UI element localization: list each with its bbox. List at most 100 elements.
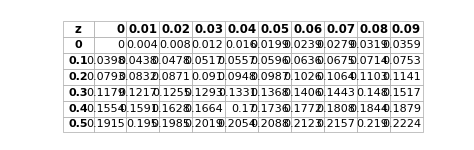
FancyBboxPatch shape <box>324 21 357 37</box>
Text: 0.148: 0.148 <box>356 88 388 98</box>
Text: 0.09: 0.09 <box>392 23 421 36</box>
FancyBboxPatch shape <box>390 117 423 132</box>
FancyBboxPatch shape <box>159 37 192 53</box>
FancyBboxPatch shape <box>192 21 225 37</box>
FancyBboxPatch shape <box>357 69 390 85</box>
Text: 0.0596: 0.0596 <box>251 56 289 66</box>
FancyBboxPatch shape <box>291 85 324 101</box>
Text: 0: 0 <box>117 23 125 36</box>
FancyBboxPatch shape <box>63 37 93 53</box>
FancyBboxPatch shape <box>93 69 127 85</box>
FancyBboxPatch shape <box>225 117 258 132</box>
FancyBboxPatch shape <box>127 85 159 101</box>
FancyBboxPatch shape <box>390 37 423 53</box>
Text: 0.0438: 0.0438 <box>118 56 157 66</box>
FancyBboxPatch shape <box>324 53 357 69</box>
FancyBboxPatch shape <box>192 117 225 132</box>
Text: 0.195: 0.195 <box>126 119 157 129</box>
Text: 0.0517: 0.0517 <box>185 56 223 66</box>
Text: 0.1736: 0.1736 <box>251 104 289 114</box>
FancyBboxPatch shape <box>258 21 291 37</box>
Text: 0.0832: 0.0832 <box>118 72 157 82</box>
FancyBboxPatch shape <box>291 101 324 117</box>
FancyBboxPatch shape <box>63 117 93 132</box>
Text: 0.0319: 0.0319 <box>349 40 388 50</box>
FancyBboxPatch shape <box>258 85 291 101</box>
Text: 0.0636: 0.0636 <box>283 56 322 66</box>
Text: 0.05: 0.05 <box>260 23 289 36</box>
FancyBboxPatch shape <box>324 37 357 53</box>
Text: 0.02: 0.02 <box>162 23 191 36</box>
FancyBboxPatch shape <box>192 101 225 117</box>
FancyBboxPatch shape <box>324 101 357 117</box>
Text: 0.1: 0.1 <box>68 56 88 66</box>
FancyBboxPatch shape <box>127 69 159 85</box>
Text: 0.07: 0.07 <box>326 23 355 36</box>
FancyBboxPatch shape <box>63 21 93 37</box>
Text: 0.2: 0.2 <box>68 72 88 82</box>
Text: 0.1179: 0.1179 <box>86 88 125 98</box>
Text: 0.2157: 0.2157 <box>316 119 355 129</box>
Text: 0.1591: 0.1591 <box>119 104 157 114</box>
Text: 0.1628: 0.1628 <box>152 104 191 114</box>
Text: 0.091: 0.091 <box>191 72 223 82</box>
Text: 0.4: 0.4 <box>68 104 88 114</box>
FancyBboxPatch shape <box>63 69 93 85</box>
Text: 0.1915: 0.1915 <box>86 119 125 129</box>
Text: 0.012: 0.012 <box>191 40 223 50</box>
FancyBboxPatch shape <box>390 69 423 85</box>
FancyBboxPatch shape <box>357 101 390 117</box>
Text: 0.1985: 0.1985 <box>152 119 191 129</box>
FancyBboxPatch shape <box>291 69 324 85</box>
FancyBboxPatch shape <box>324 69 357 85</box>
Text: 0.0199: 0.0199 <box>250 40 289 50</box>
FancyBboxPatch shape <box>93 85 127 101</box>
Text: 0: 0 <box>118 40 125 50</box>
Text: 0.1808: 0.1808 <box>316 104 355 114</box>
Text: 0.0557: 0.0557 <box>218 56 256 66</box>
FancyBboxPatch shape <box>324 117 357 132</box>
Text: 0.1064: 0.1064 <box>317 72 355 82</box>
Text: 0.0987: 0.0987 <box>250 72 289 82</box>
Text: 0.08: 0.08 <box>359 23 388 36</box>
FancyBboxPatch shape <box>159 69 192 85</box>
Text: 0.0398: 0.0398 <box>86 56 125 66</box>
FancyBboxPatch shape <box>93 101 127 117</box>
Text: 0.1517: 0.1517 <box>383 88 421 98</box>
FancyBboxPatch shape <box>390 21 423 37</box>
Text: 0.03: 0.03 <box>194 23 223 36</box>
Text: 0.2224: 0.2224 <box>382 119 421 129</box>
FancyBboxPatch shape <box>225 37 258 53</box>
Text: 0.219: 0.219 <box>356 119 388 129</box>
FancyBboxPatch shape <box>357 53 390 69</box>
Text: 0.008: 0.008 <box>159 40 191 50</box>
Text: 0.1141: 0.1141 <box>383 72 421 82</box>
FancyBboxPatch shape <box>324 85 357 101</box>
FancyBboxPatch shape <box>390 101 423 117</box>
Text: 0.5: 0.5 <box>68 119 88 129</box>
Text: 0.0871: 0.0871 <box>152 72 191 82</box>
FancyBboxPatch shape <box>357 117 390 132</box>
FancyBboxPatch shape <box>225 69 258 85</box>
FancyBboxPatch shape <box>291 53 324 69</box>
FancyBboxPatch shape <box>258 53 291 69</box>
FancyBboxPatch shape <box>127 21 159 37</box>
FancyBboxPatch shape <box>93 21 127 37</box>
Text: 0.1293: 0.1293 <box>184 88 223 98</box>
Text: 0.0948: 0.0948 <box>218 72 256 82</box>
Text: 0.0714: 0.0714 <box>349 56 388 66</box>
Text: 0.1368: 0.1368 <box>251 88 289 98</box>
Text: 0.1554: 0.1554 <box>86 104 125 114</box>
Text: 0.0478: 0.0478 <box>152 56 191 66</box>
Text: 0.1879: 0.1879 <box>382 104 421 114</box>
FancyBboxPatch shape <box>159 117 192 132</box>
Text: 0.0279: 0.0279 <box>316 40 355 50</box>
FancyBboxPatch shape <box>192 85 225 101</box>
Text: 0.1844: 0.1844 <box>349 104 388 114</box>
Text: 0.1331: 0.1331 <box>218 88 256 98</box>
Text: 0: 0 <box>74 40 82 50</box>
Text: 0.1406: 0.1406 <box>283 88 322 98</box>
FancyBboxPatch shape <box>127 53 159 69</box>
FancyBboxPatch shape <box>159 85 192 101</box>
Text: 0.3: 0.3 <box>68 88 88 98</box>
